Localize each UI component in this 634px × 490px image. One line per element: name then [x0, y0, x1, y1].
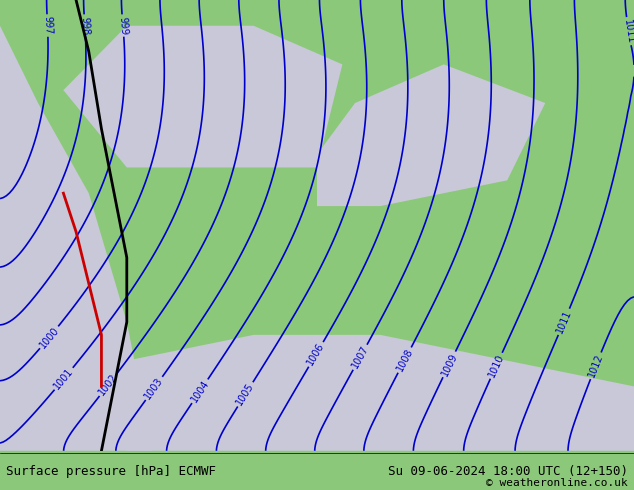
Text: 1000: 1000	[37, 325, 61, 350]
Text: 1003: 1003	[143, 375, 165, 401]
Text: 1002: 1002	[97, 372, 120, 397]
Text: 998: 998	[79, 16, 91, 35]
Polygon shape	[63, 26, 342, 168]
Polygon shape	[127, 335, 634, 451]
Text: 1012: 1012	[586, 352, 605, 379]
Text: 1001: 1001	[52, 366, 75, 392]
Text: 1004: 1004	[189, 378, 211, 404]
Text: 997: 997	[42, 16, 53, 35]
Text: 999: 999	[117, 16, 129, 35]
Text: 1011: 1011	[555, 309, 573, 335]
Text: © weatheronline.co.uk: © weatheronline.co.uk	[486, 478, 628, 488]
Polygon shape	[0, 26, 152, 451]
Text: 1005: 1005	[235, 381, 256, 408]
Text: 1011: 1011	[622, 18, 634, 44]
Text: 1006: 1006	[306, 342, 327, 368]
Text: Su 09-06-2024 18:00 UTC (12+150): Su 09-06-2024 18:00 UTC (12+150)	[387, 465, 628, 478]
Polygon shape	[317, 64, 545, 206]
Text: 1010: 1010	[487, 352, 506, 379]
Text: 1007: 1007	[350, 344, 370, 370]
Text: 1009: 1009	[439, 351, 459, 378]
Text: 1008: 1008	[394, 347, 415, 373]
Text: Surface pressure [hPa] ECMWF: Surface pressure [hPa] ECMWF	[6, 465, 216, 478]
